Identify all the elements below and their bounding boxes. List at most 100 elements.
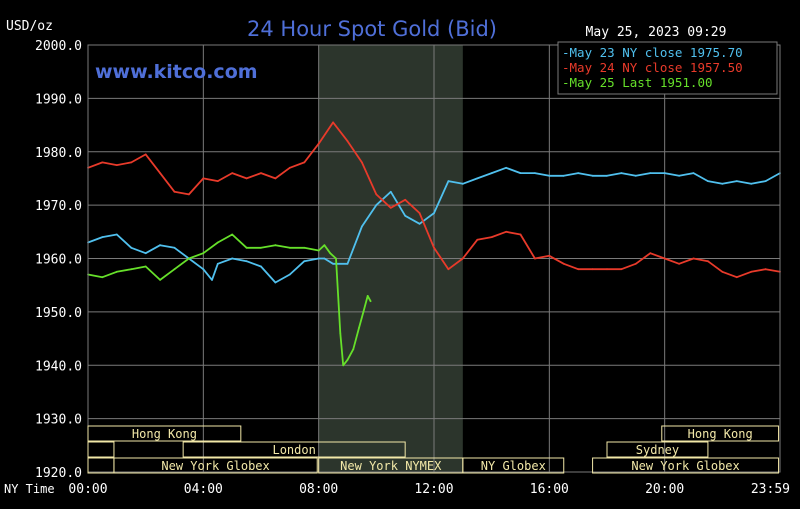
series-1-point (519, 233, 522, 236)
series-0-point (202, 268, 205, 271)
series-0-point (245, 260, 248, 263)
series-0-point (375, 204, 378, 207)
series-2-point (216, 241, 219, 244)
series-0-point (418, 222, 421, 225)
series-0-point (404, 214, 407, 217)
timestamp: May 25, 2023 09:29 (586, 25, 727, 40)
market-label: New York Globex (161, 459, 269, 473)
series-0-point (447, 180, 450, 183)
series-0-point (490, 172, 493, 175)
series-0-point (519, 172, 522, 175)
market-box (606, 441, 709, 458)
series-1-point (332, 121, 334, 124)
series-1-point (663, 257, 666, 260)
series-0-point (750, 182, 753, 185)
market-label: London (272, 443, 315, 457)
series-2-point (346, 359, 349, 361)
series-2-point (173, 268, 176, 271)
series-2-point (115, 270, 118, 273)
series-1-point (606, 268, 608, 271)
series-1-point (591, 268, 594, 271)
series-2-point (352, 348, 355, 351)
y-tick-label: 1980.0 (35, 146, 82, 161)
series-0-point (159, 244, 162, 247)
series-0-point (144, 252, 147, 255)
series-0-point (534, 172, 536, 175)
series-0-point (620, 172, 623, 175)
y-tick-label: 2000.0 (35, 39, 82, 54)
kitco-watermark: www.kitco.com (95, 61, 258, 83)
series-1-point (649, 252, 652, 255)
series-1-point (476, 238, 479, 241)
series-0-point (505, 166, 507, 169)
series-2-point (260, 246, 262, 249)
series-0-point (389, 190, 392, 193)
series-1-point (216, 180, 219, 183)
market-box (87, 425, 242, 442)
y-tick-labels: 2000.0 1990.0 1980.0 1970.0 1960.0 1950.0 1940… (35, 39, 82, 481)
x-tick-label: 00:00 (68, 482, 107, 497)
market-box (462, 457, 565, 474)
series-0-point (173, 246, 176, 249)
x-tick-labels: 00:00 04:00 08:00 12:00 16:00 20:00 23:59 (68, 482, 790, 497)
series-1-point (505, 230, 507, 233)
y-tick-label: 1940.0 (35, 359, 82, 374)
series-0-point (735, 180, 738, 183)
series-0-point (721, 182, 724, 185)
market-label: Hong Kong (688, 427, 753, 441)
series-0-point (323, 257, 326, 260)
chart-title: 24 Hour Spot Gold (Bid) (247, 17, 497, 41)
legend-entry: -May 25 Last 1951.00 (562, 75, 713, 90)
series-1-point (447, 268, 450, 271)
x-axis-label: NY Time (4, 482, 55, 496)
legend: -May 23 NY close 1975.70-May 24 NY close… (557, 41, 778, 95)
series-0-point (101, 236, 104, 239)
series-1-point (130, 161, 133, 164)
series-0-point (332, 262, 334, 265)
market-label: Hong Kong (132, 427, 197, 441)
series-0-point (476, 177, 479, 180)
x-tick-label: 04:00 (184, 482, 223, 497)
series-1-point (317, 142, 320, 145)
series-2-point (130, 268, 133, 271)
series-0-point (211, 279, 213, 281)
series-1-point (461, 257, 464, 260)
series-0-point (562, 174, 565, 177)
series-1-point (678, 262, 680, 265)
series-1-point (692, 257, 695, 260)
series-0-point (577, 172, 580, 175)
series-1-point (548, 254, 551, 257)
series-1-point (188, 193, 190, 196)
series-1-point (490, 236, 493, 239)
series-0-point (115, 233, 118, 236)
series-1-point (245, 177, 248, 180)
series-1-point (418, 212, 421, 215)
series-2-point (274, 244, 277, 247)
series-1-point (707, 260, 709, 263)
plot-border (87, 44, 781, 473)
series-1-point (764, 268, 767, 271)
series-1-point (433, 246, 435, 249)
x-tick-label: 16:00 (530, 482, 569, 497)
series-1-point (159, 172, 162, 175)
market-box (182, 441, 406, 458)
series-0-point (288, 273, 291, 276)
series-1-point (274, 177, 277, 180)
series-2-point (245, 246, 248, 249)
series-1-point (101, 161, 104, 164)
series-2-point (369, 300, 372, 303)
series-2-point (288, 246, 291, 249)
x-tick-label: 08:00 (299, 482, 338, 497)
series-0-point (591, 174, 594, 177)
series-1-point (144, 153, 147, 156)
y-tick-label: 1950.0 (35, 306, 82, 321)
legend-entry: -May 24 NY close 1957.50 (562, 60, 743, 75)
series-0-point (130, 246, 133, 249)
series-0-point (317, 257, 320, 260)
legend-box (557, 41, 778, 95)
series-2-point (188, 257, 190, 260)
market-box (661, 425, 780, 442)
series-1-point (288, 166, 291, 169)
series-2-point (323, 244, 326, 247)
